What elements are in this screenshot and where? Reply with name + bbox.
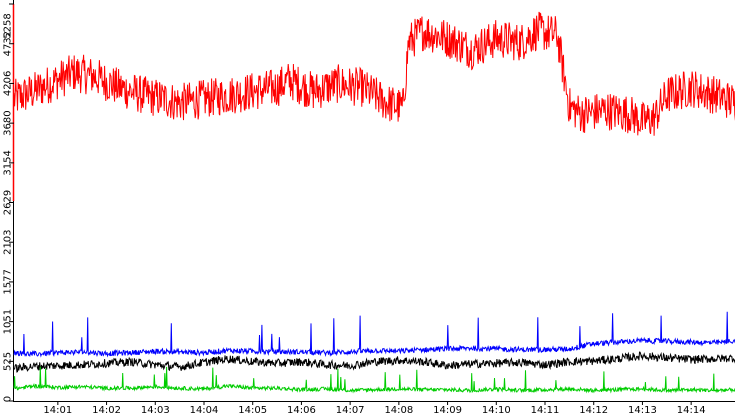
y-tick-label: 1051 <box>3 309 14 334</box>
x-tick-label: 14:08 <box>384 405 413 415</box>
x-tick-label: 14:02 <box>92 405 121 415</box>
x-tick-label: 14:07 <box>336 405 365 415</box>
y-tick-label: 525 <box>3 352 14 371</box>
x-tick-label: 14:05 <box>238 405 267 415</box>
x-tick-label: 14:12 <box>579 405 608 415</box>
x-tick-label: 14:13 <box>628 405 657 415</box>
y-tick-label: 3154 <box>3 150 14 175</box>
series-line-0 <box>13 11 735 136</box>
y-tick-label: 4206 <box>3 71 14 96</box>
series-line-3 <box>13 366 735 394</box>
y-tick-label: 2629 <box>3 190 14 215</box>
x-tick-label: 14:10 <box>482 405 511 415</box>
x-tick-label: 14:06 <box>287 405 316 415</box>
y-tick-label: 5258 <box>3 13 14 38</box>
series-line-2 <box>13 351 735 373</box>
x-tick-label: 14:03 <box>141 405 170 415</box>
x-tick-label: 14:01 <box>43 405 72 415</box>
x-tick-label: 14:11 <box>531 405 560 415</box>
y-tick-label: 1577 <box>3 269 14 294</box>
y-tick-label: 2103 <box>3 229 14 254</box>
x-tick-label: 14:14 <box>677 405 706 415</box>
y-tick-label: 3680 <box>3 110 14 135</box>
y-tick-label: 4732 <box>3 31 14 56</box>
x-tick-layer: 14:01 14:02 14:03 14:04 14:05 14:06 14:07 14:08… <box>43 401 706 415</box>
series-line-1 <box>13 311 735 358</box>
y-tick-label: 0 <box>3 396 14 402</box>
series-layer <box>13 11 735 394</box>
x-tick-label: 14:04 <box>190 405 219 415</box>
x-tick-label: 14:09 <box>433 405 462 415</box>
